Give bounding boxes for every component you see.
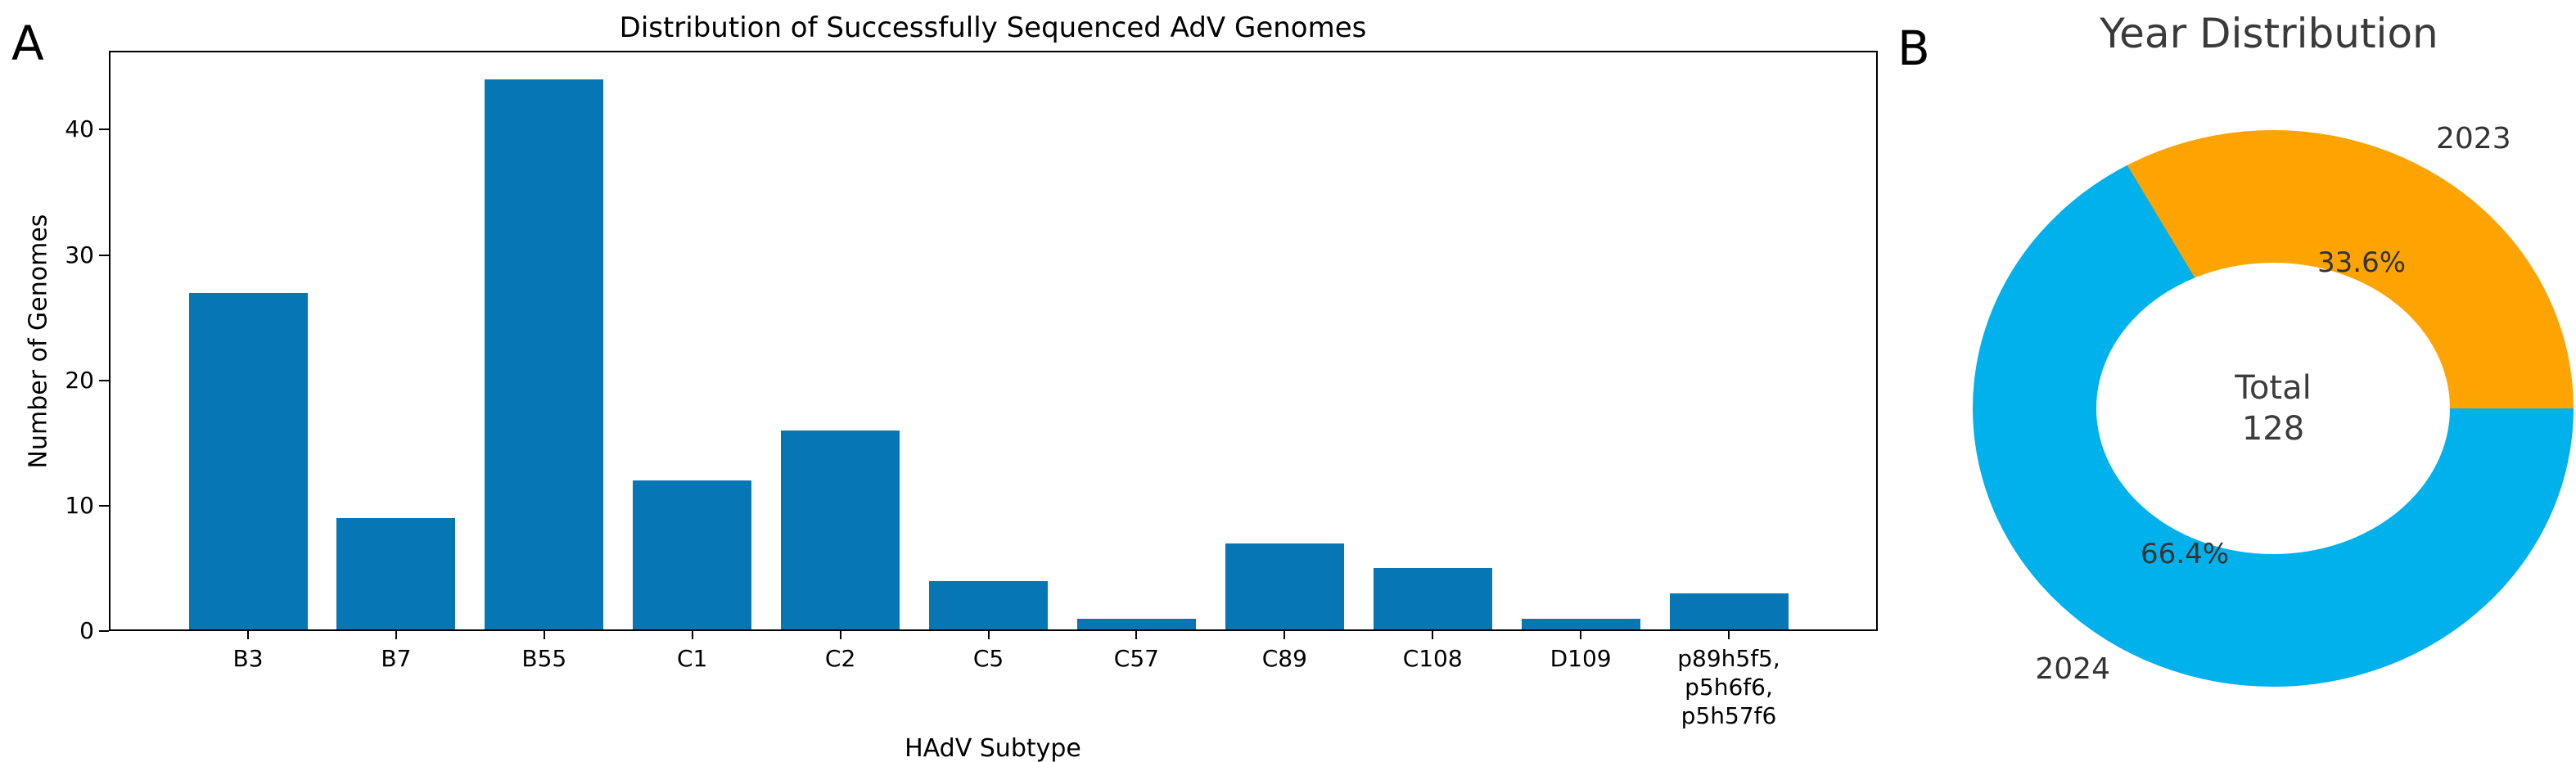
x-tick-label: C5 [972,645,1004,672]
x-tick-mark [1283,631,1286,639]
x-tick-label: B7 [381,645,412,672]
bar-B7 [336,518,456,631]
x-tick-mark [691,631,693,639]
y-tick-label: 10 [65,491,94,519]
slice-label-2024: 2024 [2035,652,2110,686]
y-tick-mark [99,630,109,632]
bar-chart-xlabel: HAdV Subtype [905,734,1081,762]
pie-chart-title: Year Distribution [2100,10,2438,57]
y-tick-mark [99,504,109,507]
bar-chart-ylabel: Number of Genomes [24,214,53,469]
bar-B3 [188,292,308,631]
slice-pct-2024: 66.4% [2140,538,2230,570]
x-tick-label: C108 [1402,645,1463,672]
y-tick-label: 40 [65,115,94,143]
bar-C1 [633,480,752,631]
donut-hole [2096,263,2450,554]
y-tick-mark [99,379,109,381]
bar-C57 [1076,618,1196,631]
bar-C5 [929,580,1048,631]
donut-total-value: 128 [2241,410,2305,448]
bar-C108 [1373,568,1492,631]
donut-total-label: Total [2235,369,2312,407]
x-tick-mark [395,631,397,639]
slice-pct-2023: 33.6% [2317,246,2407,279]
x-tick-label: B55 [521,645,567,672]
x-tick-mark [839,631,841,639]
x-tick-label: C1 [677,645,708,672]
x-tick-label: C89 [1261,645,1307,672]
x-tick-label: C2 [824,645,856,672]
donut-center-text: Total 128 [2235,367,2311,449]
y-tick-mark [99,129,109,131]
x-tick-mark [1135,631,1138,639]
y-tick-label: 0 [79,617,94,644]
bar-C2 [781,431,900,631]
x-tick-mark [247,631,249,639]
x-tick-mark [543,631,545,639]
bar-p89h5f5 [1669,593,1789,631]
x-tick-label: C57 [1113,645,1159,672]
x-tick-label: B3 [232,645,264,672]
y-tick-mark [99,254,109,256]
panel-b-label: B [1897,20,1930,76]
slice-label-2023: 2023 [2436,122,2511,156]
x-tick-mark [1580,631,1582,639]
bar-chart-title: Distribution of Successfully Sequenced A… [619,11,1367,44]
x-tick-label: D109 [1550,645,1612,672]
bar-D109 [1521,618,1640,631]
panel-a-label: A [11,16,44,71]
x-tick-mark [987,631,990,639]
y-tick-label: 20 [65,366,94,394]
x-tick-mark [1728,631,1730,639]
bar-B55 [485,79,604,631]
x-tick-mark [1432,631,1434,639]
x-tick-label: p89h5f5, p5h6f6, p5h57f6 [1677,645,1780,729]
bar-chart-plot-area [109,51,1878,631]
y-tick-label: 30 [65,241,94,268]
bar-C89 [1225,543,1344,631]
